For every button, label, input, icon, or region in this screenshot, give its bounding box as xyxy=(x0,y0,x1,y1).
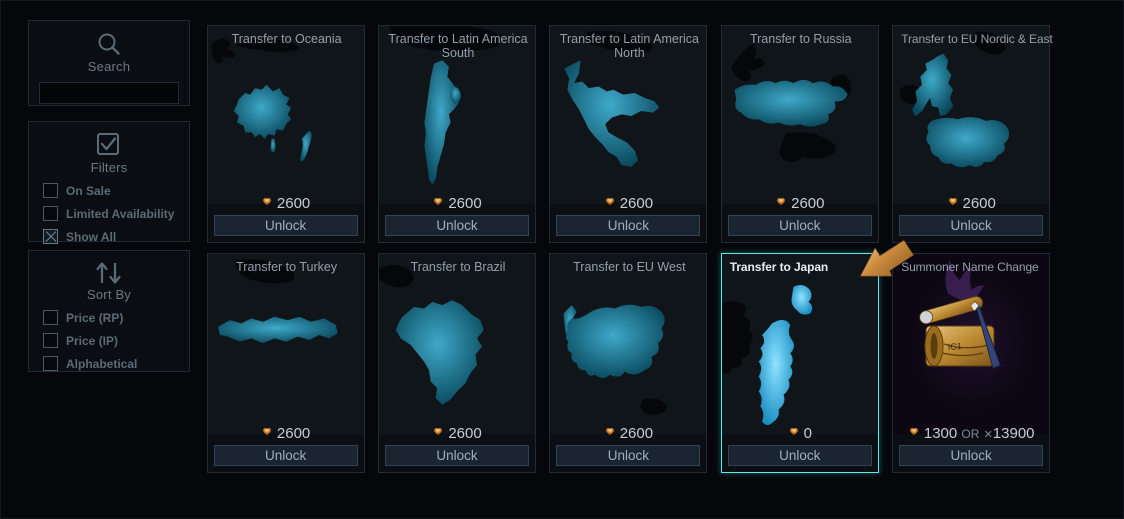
svg-text:IC1: IC1 xyxy=(948,341,963,352)
